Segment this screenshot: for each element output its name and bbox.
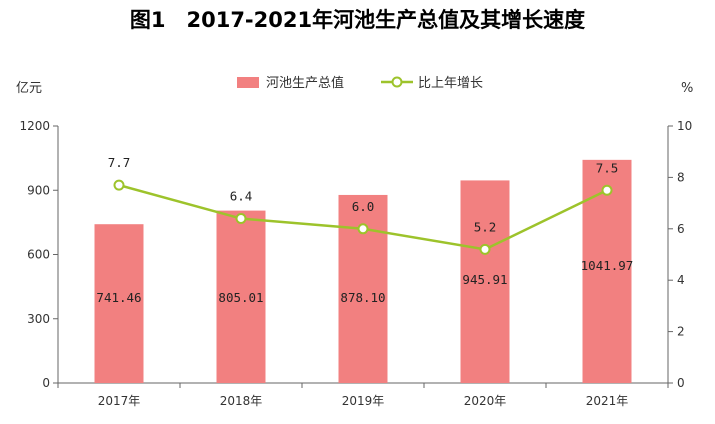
y-right-tick-label: 0 [677,376,685,390]
bar-data-label: 805.01 [218,290,263,305]
bar [460,180,510,383]
legend-line-marker [391,76,403,88]
axes: 0 300 600 900 1200 0 2 4 6 8 10 2017年 2018年 2019年 2020… [19,119,692,408]
bar [216,210,266,383]
bar-data-label: 945.91 [462,272,507,287]
x-tick-label: 2019年 [342,394,385,408]
bar-data-label: 1041.97 [581,258,634,273]
y-right-tick-label: 4 [677,273,685,287]
x-tick-label: 2018年 [220,394,263,408]
y-right-tick-label: 2 [677,325,685,339]
y-left-tick-label: 0 [42,376,50,390]
line-point [479,243,491,255]
legend-bar-swatch [237,77,259,88]
line-point [235,213,247,225]
y-left-tick-label: 900 [27,183,50,197]
line-point [113,179,125,191]
y-left-tick-label: 300 [27,312,50,326]
legend-line-label: 比上年增长 [418,76,483,91]
line-data-label: 7.7 [108,155,131,170]
line-data-label: 6.4 [230,189,253,204]
bars: 741.46 805.01 878.10 945.91 1041.97 [94,159,634,383]
y-right-tick-label: 10 [677,119,692,133]
x-tick-label: 2017年 [98,394,141,408]
x-tick-label: 2021年 [586,394,629,408]
y-right-tick-label: 6 [677,222,685,236]
line-data-label: 7.5 [596,160,619,175]
line-data-label: 6.0 [352,199,375,214]
y-right-unit: % [681,81,693,96]
line-point [357,223,369,235]
bar-data-label: 741.46 [96,290,141,305]
chart-title: 图1 2017-2021年河池生产总值及其增长速度 [129,8,586,32]
legend: 河池生产总值 比上年增长 [237,75,483,91]
line-series: 7.7 6.4 6.0 5.2 7.5 [108,155,619,255]
bar-data-label: 878.10 [340,290,385,305]
y-left-unit: 亿元 [16,81,42,96]
legend-bar-label: 河池生产总值 [266,75,344,91]
bar [94,224,144,383]
x-tick-label: 2020年 [464,394,507,408]
bar [338,194,388,383]
line-point [601,184,613,196]
y-left-tick-label: 600 [27,248,50,262]
y-left-tick-label: 1200 [19,119,50,133]
line-data-label: 5.2 [474,219,497,234]
y-right-tick-label: 8 [677,170,685,184]
